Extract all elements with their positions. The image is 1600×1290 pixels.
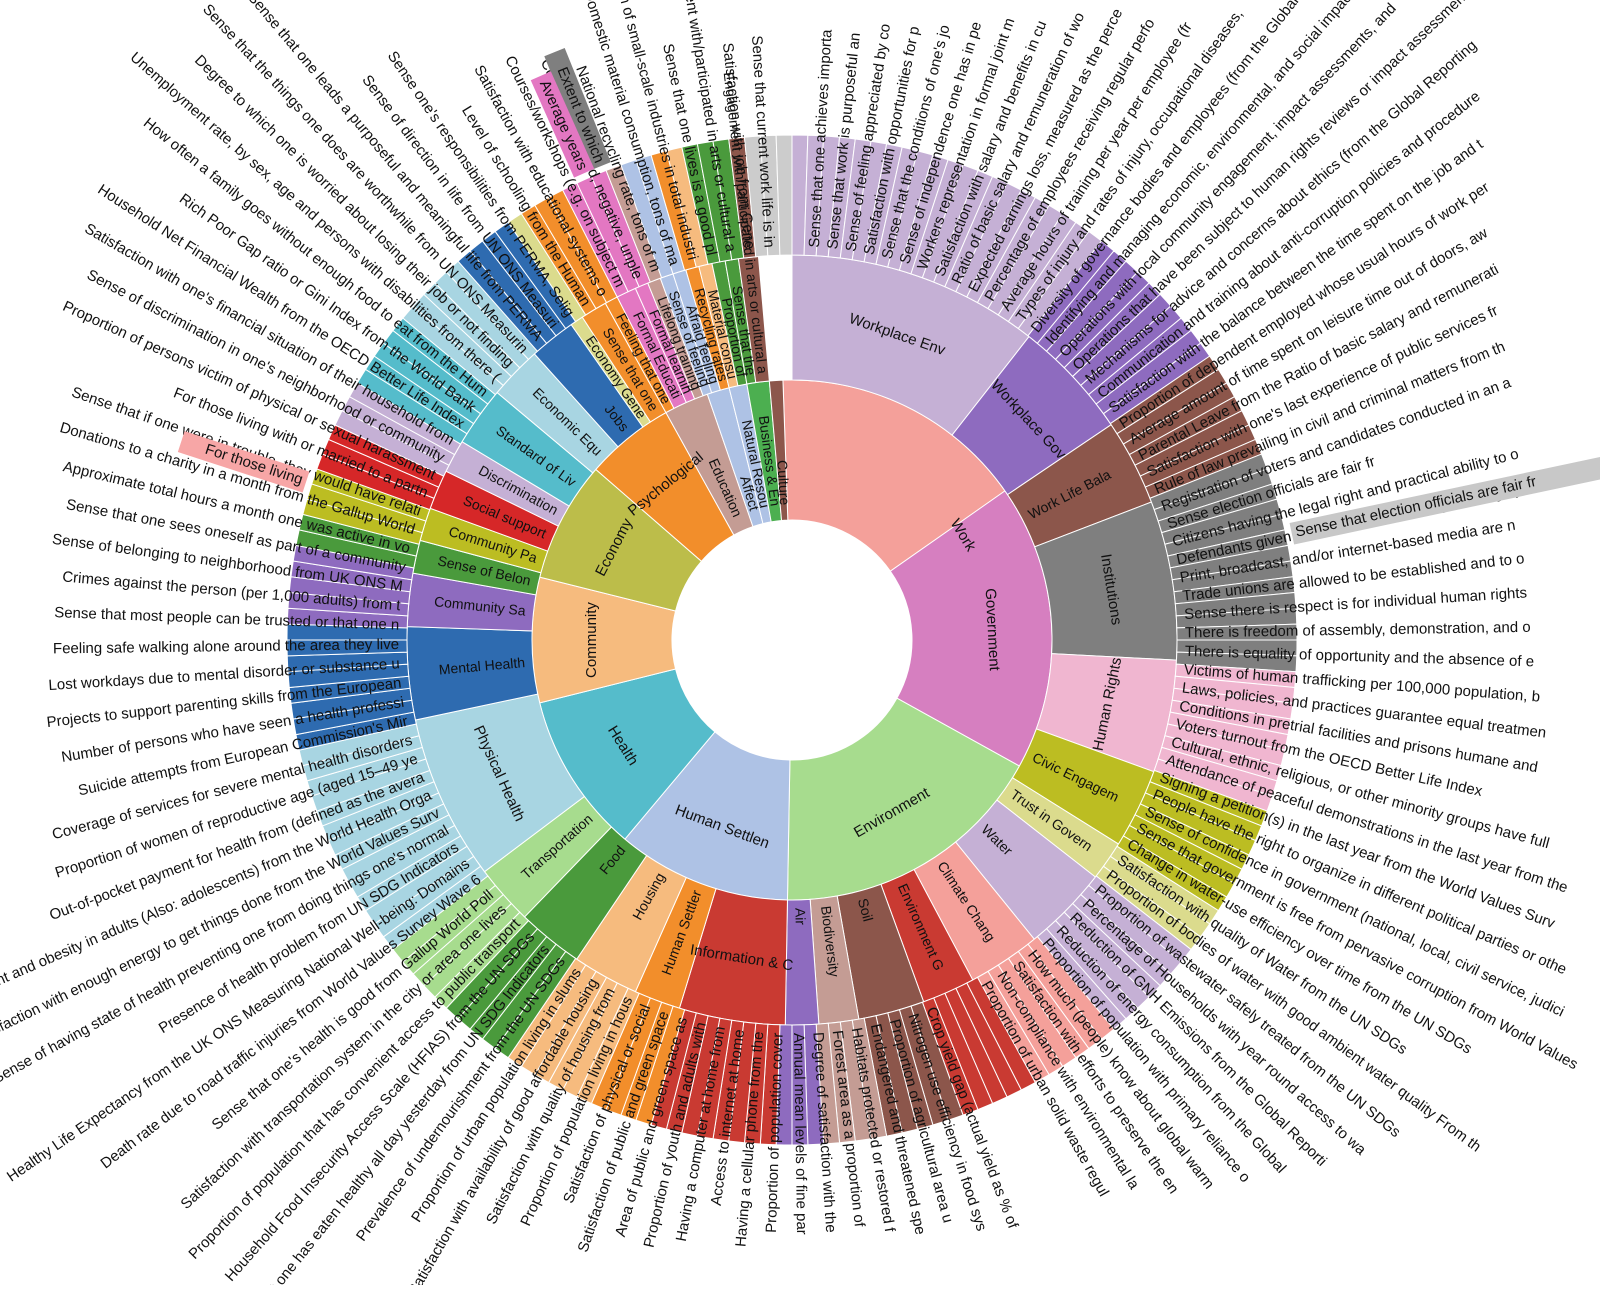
middle-label: Soil [855,896,877,923]
outer-label: There is freedom of assembly, demonstrat… [1185,619,1531,642]
middle-ring [406,254,1178,1026]
middle-label: Air [792,908,808,926]
inner-label-culture: Culture [774,460,793,506]
outer-label: Proportion of population cover [763,1032,787,1233]
middle-label: Mental Health [438,654,525,677]
highlight-rect [530,71,595,178]
outer-label: Annual mean levels of fine par [790,1033,810,1235]
outer-ring [286,134,1298,1146]
outer-label: Feeling safe walking alone around the ar… [53,636,399,657]
inner-label-community: Community [583,602,600,678]
highlight-rect [544,48,611,171]
highlight-rect [1289,453,1600,545]
outer-leaf[interactable] [775,134,793,256]
inner-label-government: Government [982,588,1003,672]
inner-ring [531,379,1053,901]
highlight-rect [177,431,310,493]
center-hole [672,520,912,760]
